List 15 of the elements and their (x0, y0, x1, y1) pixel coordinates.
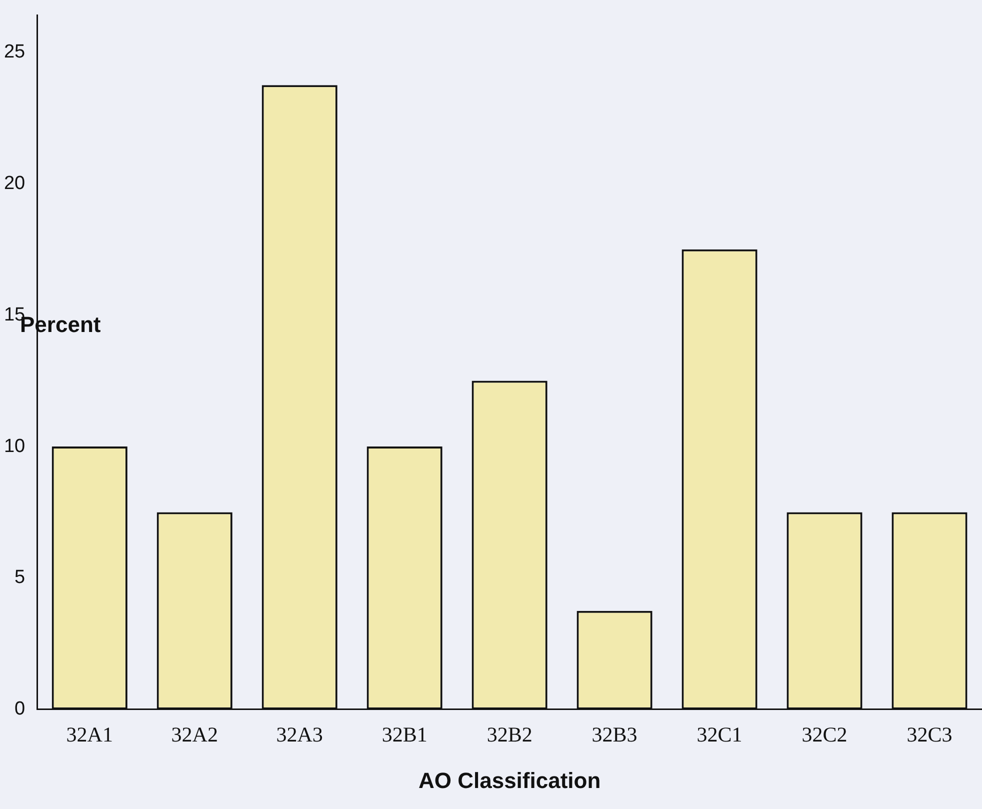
y-tick-label: 10 (4, 436, 26, 457)
x-tick-label: 32B1 (382, 722, 428, 747)
x-tick-label: 32C3 (906, 722, 952, 747)
x-tick-label: 32A2 (171, 722, 218, 747)
y-tick-label: 5 (14, 567, 26, 588)
x-tick-label: 32B3 (592, 722, 638, 747)
x-tick-label: 32A3 (276, 722, 323, 747)
y-tick-label: 20 (4, 172, 26, 194)
y-tick-label: 0 (14, 698, 26, 720)
x-tick-label: 32A1 (66, 722, 113, 747)
x-tick-label: 32C1 (696, 722, 742, 747)
x-tick-label: 32B2 (486, 722, 532, 747)
y-tick-label: 25 (4, 41, 26, 62)
x-axis-title: AO Classification (418, 768, 601, 793)
x-tick-label: 32C2 (802, 722, 848, 747)
